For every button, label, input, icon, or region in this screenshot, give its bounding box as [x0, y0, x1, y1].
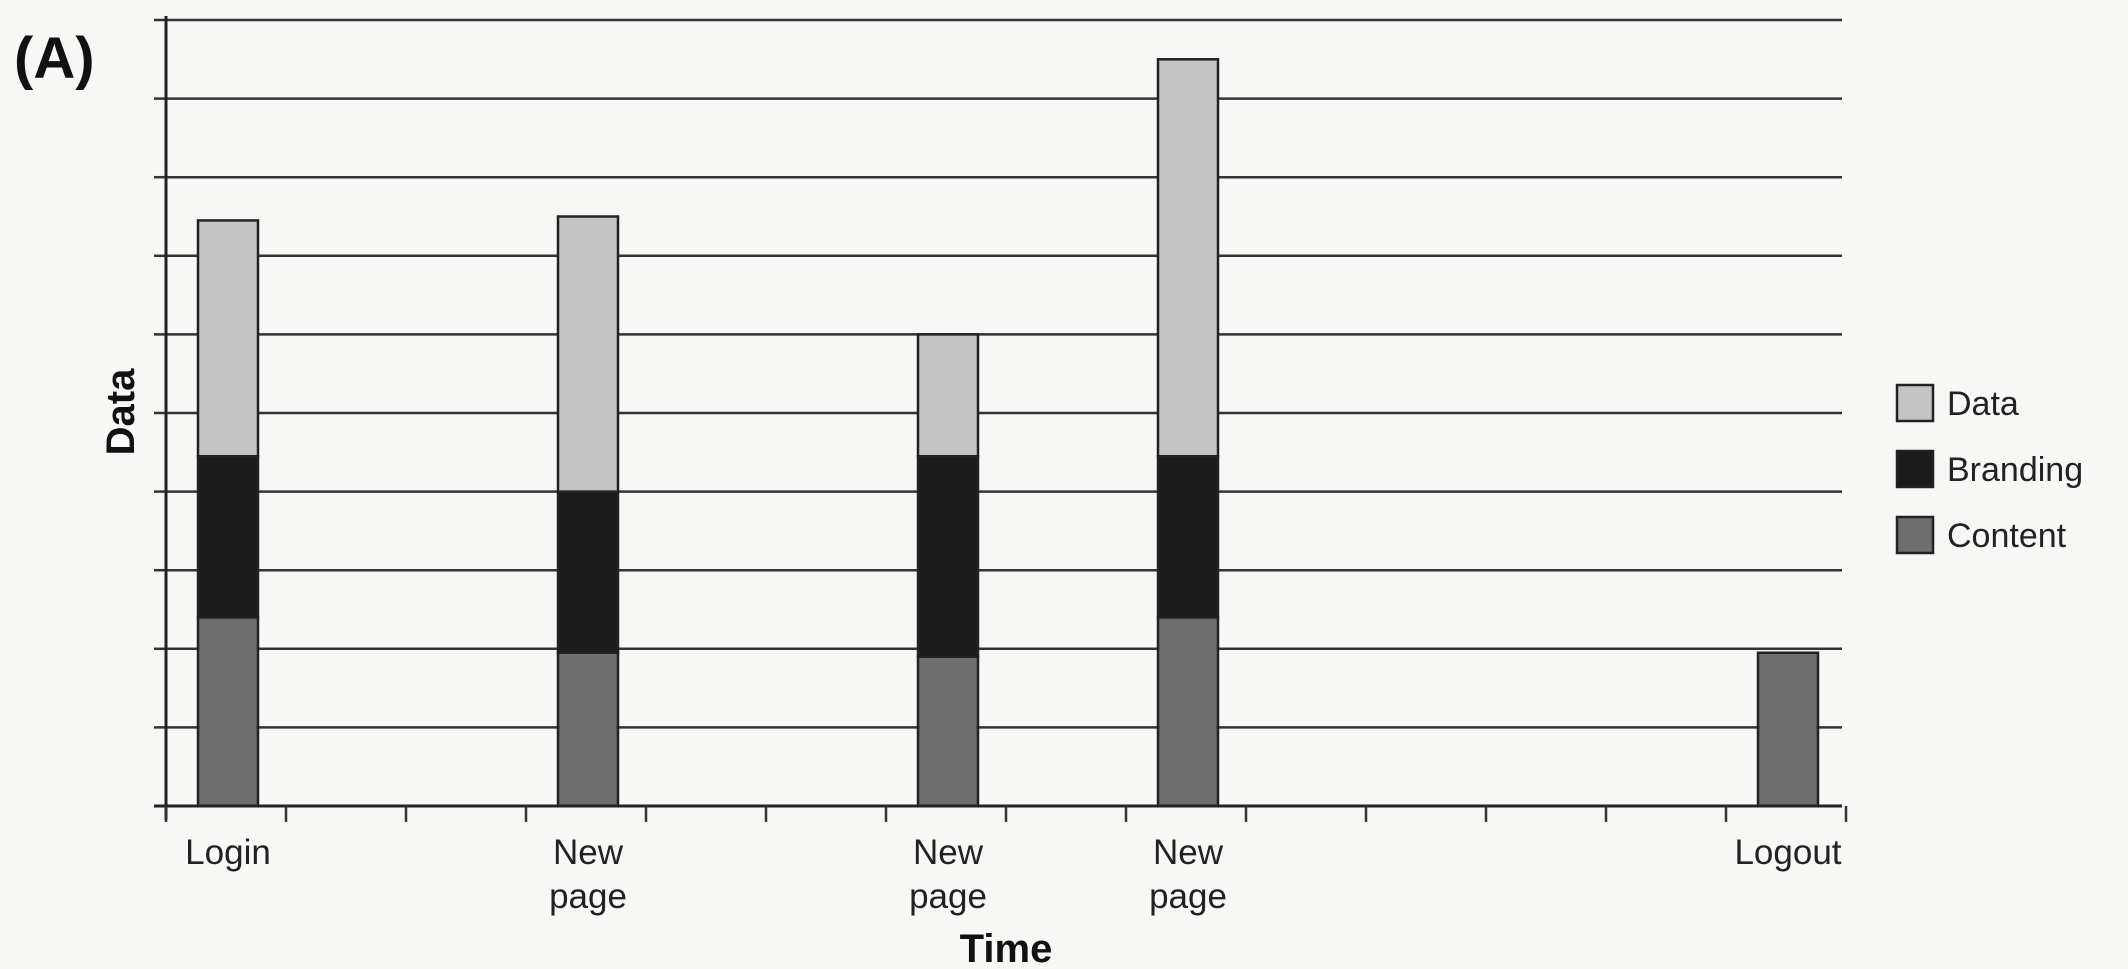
bar-segment-data [196, 219, 260, 458]
x-tick-label: Logout [1734, 833, 1841, 872]
legend: Data Branding Content [1895, 383, 2083, 555]
axes [154, 16, 1848, 822]
x-tick-label: Login [185, 833, 271, 872]
bar-segment-content [1156, 616, 1220, 808]
legend-label-data: Data [1947, 385, 2019, 423]
bar-segment-data [916, 333, 980, 458]
bar-segment-content [556, 651, 620, 808]
legend-swatch-content [1895, 515, 1935, 555]
bar-segment-content [1756, 651, 1820, 808]
x-tick-label: New page [549, 833, 627, 916]
bar-segment-data [556, 215, 620, 493]
bar-segment-branding [1156, 454, 1220, 619]
gridlines [166, 18, 1842, 729]
legend-label-branding: Branding [1947, 451, 2083, 489]
legend-swatch-data [1895, 383, 1935, 423]
bar-segment-branding [556, 490, 620, 654]
bar-segment-branding [196, 454, 260, 619]
legend-label-content: Content [1947, 517, 2067, 555]
x-tick-labels: Login New page New page New page Logout [185, 833, 1842, 916]
bar-segment-data [1156, 58, 1220, 458]
y-axis-title: Data [99, 368, 143, 455]
x-tick-label: New page [1149, 833, 1227, 916]
bar-segment-content [196, 616, 260, 808]
panel-label: (A) [14, 26, 95, 91]
x-axis-title: Time [960, 927, 1053, 969]
bars [196, 58, 1820, 808]
x-tick-label: New page [909, 833, 987, 916]
bar-segment-content [916, 655, 980, 808]
legend-swatch-branding [1895, 449, 1935, 489]
bar-segment-branding [916, 454, 980, 658]
